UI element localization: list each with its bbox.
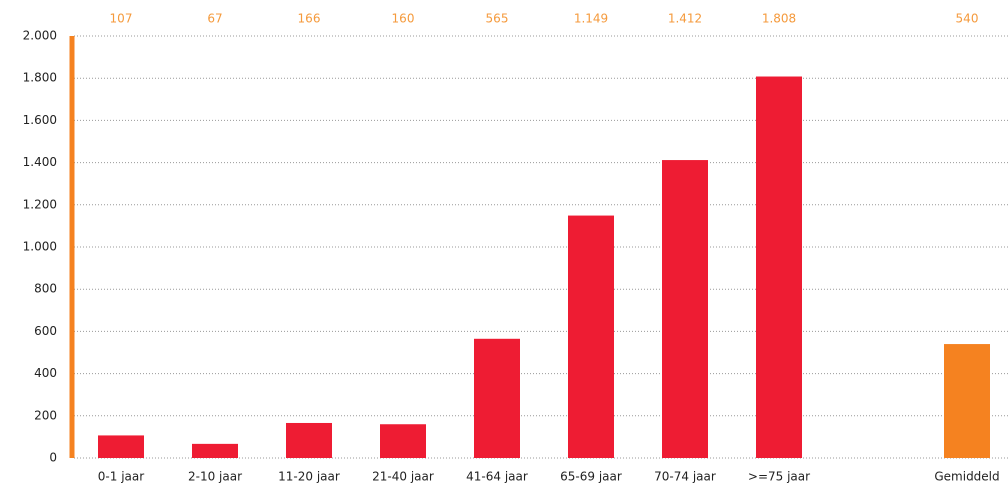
- y-tick-label: 600: [34, 324, 57, 338]
- y-tick-label: 1.400: [23, 155, 57, 169]
- y-tick-label: 0: [49, 451, 57, 465]
- bar: [944, 344, 990, 458]
- x-tick-label: Gemiddeld: [934, 470, 999, 484]
- value-label: 1.149: [574, 12, 608, 26]
- x-tick-label: 65-69 jaar: [560, 470, 622, 484]
- y-tick-label: 1.800: [23, 71, 57, 85]
- bar: [380, 424, 426, 458]
- y-tick-label: 800: [34, 282, 57, 296]
- bar: [98, 435, 144, 458]
- bar: [662, 160, 708, 458]
- x-tick-label: >=75 jaar: [748, 470, 810, 484]
- y-tick-label: 200: [34, 408, 57, 422]
- y-tick-label: 400: [34, 366, 57, 380]
- value-label: 67: [207, 12, 222, 26]
- y-tick-label: 2.000: [23, 29, 57, 43]
- x-tick-label: 2-10 jaar: [188, 470, 242, 484]
- bar: [756, 76, 802, 459]
- y-tick-label: 1.200: [23, 197, 57, 211]
- x-tick-label: 70-74 jaar: [654, 470, 716, 484]
- bar: [568, 215, 614, 458]
- value-label: 565: [486, 12, 509, 26]
- value-label: 540: [956, 12, 979, 26]
- x-tick-label: 11-20 jaar: [278, 470, 340, 484]
- bar: [192, 443, 238, 458]
- value-label: 166: [298, 12, 321, 26]
- value-label: 160: [392, 12, 415, 26]
- bar: [474, 338, 520, 458]
- bar: [286, 422, 332, 458]
- value-label: 1.808: [762, 12, 796, 26]
- x-tick-label: 21-40 jaar: [372, 470, 434, 484]
- y-tick-label: 1.000: [23, 240, 57, 254]
- y-tick-label: 1.600: [23, 113, 57, 127]
- value-label: 107: [110, 12, 133, 26]
- value-label: 1.412: [668, 12, 702, 26]
- x-tick-label: 0-1 jaar: [98, 470, 144, 484]
- x-tick-label: 41-64 jaar: [466, 470, 528, 484]
